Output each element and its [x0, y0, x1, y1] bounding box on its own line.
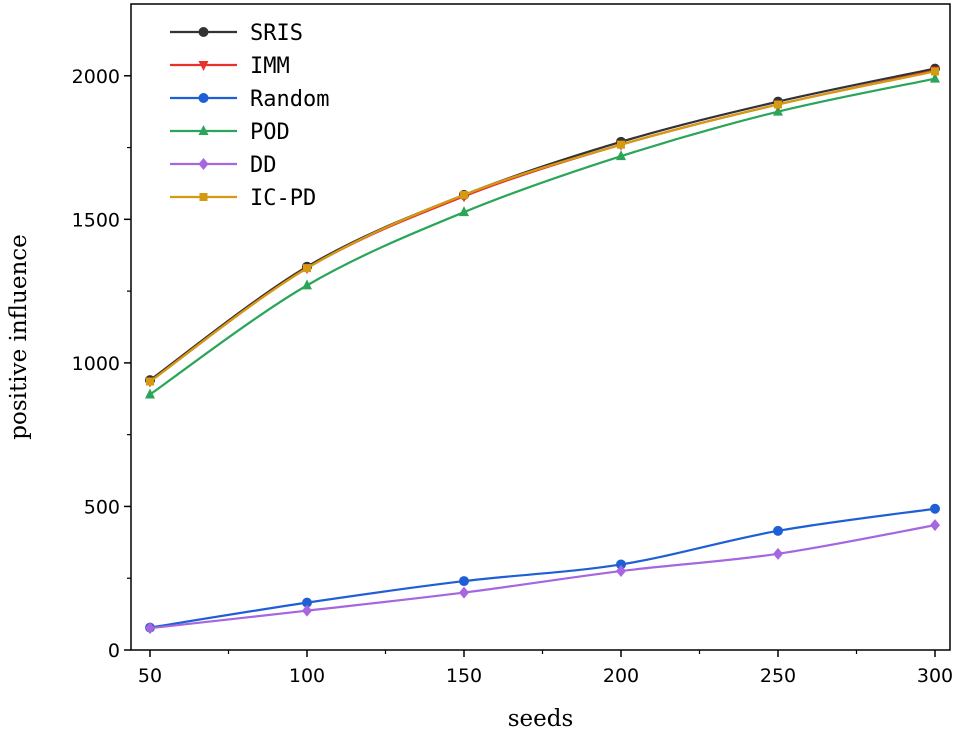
legend-item-pod: POD: [170, 120, 290, 145]
data-point-random: [773, 525, 783, 536]
data-point-pod: [773, 105, 783, 116]
data-point-dd: [459, 586, 469, 599]
legend-item-sris: SRIS: [170, 21, 303, 46]
legend-marker-pod: [198, 125, 209, 135]
y-tick-label: 2000: [72, 66, 120, 88]
data-point-dd: [930, 519, 940, 532]
legend-marker-random: [198, 93, 209, 103]
plot-frame: [130, 3, 951, 651]
x-tick-label: 250: [760, 665, 796, 687]
data-point-ic-pd: [146, 377, 154, 386]
legend-label-ic-pd: IC-PD: [250, 186, 316, 211]
data-point-dd: [616, 565, 626, 578]
series-dd: [145, 519, 940, 635]
series-line-sris: [149, 67, 936, 382]
series-layer: [145, 63, 940, 635]
series-line-dd: [149, 524, 936, 630]
y-tick-label: 1000: [72, 353, 120, 375]
legend-label-imm: IMM: [250, 54, 290, 79]
legend-label-dd: DD: [250, 153, 277, 178]
legend-item-imm: IMM: [170, 54, 290, 79]
legend-marker-dd: [198, 158, 209, 170]
y-tick-label: 0: [108, 640, 120, 662]
legend-item-ic-pd: IC-PD: [170, 186, 316, 211]
x-axis-title: seeds: [508, 706, 574, 732]
series-sris: [145, 63, 940, 386]
data-point-ic-pd: [931, 67, 939, 76]
data-point-dd: [773, 547, 783, 560]
series-imm: [145, 66, 940, 388]
legend-label-random: Random: [250, 87, 329, 112]
legend-item-random: Random: [170, 87, 329, 112]
data-point-dd: [302, 604, 312, 617]
x-tick-label: 100: [289, 665, 325, 687]
series-pod: [145, 72, 940, 399]
series-line-random: [149, 507, 936, 629]
legend-label-sris: SRIS: [250, 21, 303, 46]
x-tick-label: 300: [917, 665, 953, 687]
data-point-pod: [459, 206, 469, 217]
data-point-pod: [145, 388, 155, 399]
x-tick-label: 150: [446, 665, 482, 687]
y-tick-label: 500: [84, 496, 120, 518]
series-line-ic-pd: [149, 70, 936, 383]
data-point-ic-pd: [303, 264, 311, 273]
axes-layer: 0 500 1000 1500 2000 50 100 150 200 250 300: [72, 3, 953, 687]
series-ic-pd: [146, 67, 939, 386]
y-axis-title: positive influence: [6, 234, 32, 439]
legend-item-dd: DD: [170, 153, 277, 178]
data-point-pod: [930, 72, 940, 83]
legend-marker-sris: [198, 27, 209, 37]
series-random: [145, 503, 940, 633]
legend-marker-ic-pd: [199, 193, 208, 201]
x-tick-label: 200: [603, 665, 639, 687]
y-tick-label: 1500: [72, 209, 120, 231]
data-point-ic-pd: [460, 190, 468, 199]
series-line-imm: [149, 69, 936, 383]
data-point-pod: [616, 150, 626, 161]
data-point-dd: [145, 622, 155, 635]
legend-marker-imm: [198, 61, 209, 71]
data-point-random: [930, 503, 940, 514]
series-line-pod: [149, 77, 936, 396]
data-point-random: [459, 576, 469, 587]
legend: SRIS IMM Random POD DD IC-PD: [170, 21, 329, 211]
legend-label-pod: POD: [250, 120, 290, 145]
data-point-ic-pd: [617, 140, 625, 149]
x-tick-label: 50: [138, 665, 162, 687]
data-point-pod: [302, 279, 312, 290]
data-point-ic-pd: [774, 100, 782, 109]
